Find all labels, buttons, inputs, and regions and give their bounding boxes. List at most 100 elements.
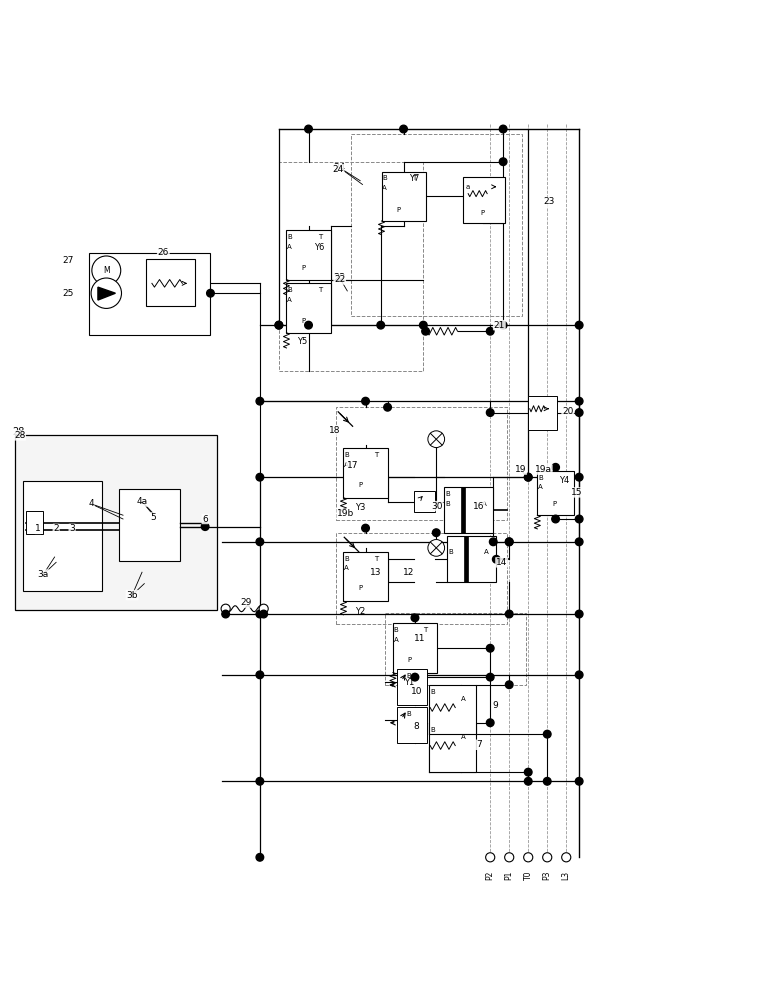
Text: 7: 7 — [476, 740, 481, 749]
Circle shape — [562, 853, 571, 862]
Circle shape — [499, 125, 507, 133]
Text: 18: 18 — [329, 426, 340, 435]
Circle shape — [400, 125, 407, 133]
Circle shape — [486, 719, 494, 727]
Circle shape — [362, 397, 369, 405]
Text: B: B — [344, 452, 349, 458]
Text: A: A — [460, 696, 465, 702]
Circle shape — [420, 321, 427, 329]
Circle shape — [575, 671, 583, 679]
Text: P: P — [552, 501, 556, 507]
Circle shape — [486, 327, 494, 335]
Text: 23: 23 — [543, 197, 555, 206]
Bar — [336, 407, 507, 520]
Text: B: B — [446, 491, 450, 497]
Circle shape — [492, 555, 500, 563]
Text: 29: 29 — [240, 598, 252, 607]
Text: 16: 16 — [473, 502, 485, 511]
Text: T: T — [319, 234, 323, 240]
Text: A: A — [287, 297, 292, 303]
Circle shape — [552, 515, 559, 523]
Text: 3a: 3a — [37, 570, 49, 579]
Text: 27: 27 — [63, 256, 74, 265]
Text: 15: 15 — [571, 488, 583, 497]
Circle shape — [575, 610, 583, 618]
Text: 22: 22 — [334, 275, 346, 284]
Text: A: A — [394, 637, 398, 643]
Text: T: T — [423, 627, 428, 633]
Bar — [447, 536, 496, 582]
Bar — [537, 471, 574, 515]
Text: a: a — [466, 184, 470, 190]
Text: L3: L3 — [562, 871, 571, 880]
Text: B: B — [382, 175, 387, 181]
Bar — [351, 134, 522, 316]
Circle shape — [362, 524, 369, 532]
Bar — [343, 552, 388, 601]
Text: 19: 19 — [515, 465, 526, 474]
Text: Y1: Y1 — [404, 678, 415, 687]
Text: 1: 1 — [35, 524, 40, 533]
Circle shape — [575, 515, 583, 523]
Bar — [286, 283, 330, 333]
Text: 8: 8 — [414, 722, 420, 731]
Text: P: P — [301, 318, 305, 324]
Text: A: A — [538, 484, 542, 490]
Text: T: T — [412, 175, 417, 181]
Circle shape — [259, 604, 269, 613]
Text: 3: 3 — [69, 524, 75, 533]
Bar — [23, 481, 102, 591]
Bar — [465, 536, 468, 582]
Bar — [15, 435, 217, 610]
Bar — [286, 230, 330, 280]
Circle shape — [428, 431, 445, 448]
Text: A: A — [484, 549, 489, 555]
Circle shape — [91, 278, 121, 308]
Bar — [119, 489, 180, 561]
Bar — [429, 723, 476, 772]
Text: 28: 28 — [12, 427, 24, 437]
Circle shape — [222, 610, 230, 618]
Bar — [444, 487, 493, 533]
Text: P: P — [358, 482, 362, 488]
Circle shape — [304, 321, 312, 329]
Circle shape — [428, 540, 445, 556]
Text: 17: 17 — [347, 461, 359, 470]
Text: B: B — [430, 689, 435, 695]
Bar — [146, 259, 195, 306]
Circle shape — [486, 673, 494, 681]
Circle shape — [92, 256, 121, 285]
Circle shape — [256, 777, 264, 785]
Circle shape — [275, 321, 282, 329]
Circle shape — [256, 854, 264, 861]
Circle shape — [260, 610, 268, 618]
Polygon shape — [98, 287, 115, 300]
Text: 19b: 19b — [337, 509, 354, 518]
Circle shape — [505, 681, 513, 689]
Circle shape — [422, 327, 430, 335]
Bar — [397, 707, 427, 743]
Text: Y6: Y6 — [314, 243, 324, 252]
Text: B: B — [344, 556, 349, 562]
Text: P3: P3 — [542, 871, 552, 880]
Text: B: B — [430, 727, 435, 733]
Circle shape — [489, 538, 497, 546]
Circle shape — [505, 610, 513, 618]
Text: P: P — [481, 210, 485, 216]
Text: 19a: 19a — [535, 465, 552, 474]
Text: 9: 9 — [493, 701, 498, 710]
Text: P1: P1 — [504, 871, 513, 880]
Circle shape — [575, 777, 583, 785]
Circle shape — [486, 409, 494, 416]
Text: B: B — [287, 234, 292, 240]
Text: T: T — [374, 556, 378, 562]
Text: B: B — [407, 711, 411, 717]
Bar — [385, 613, 526, 685]
Circle shape — [256, 473, 264, 481]
Text: P: P — [301, 265, 305, 271]
Circle shape — [575, 409, 583, 416]
Text: 4: 4 — [89, 499, 94, 508]
Circle shape — [207, 289, 214, 297]
Circle shape — [505, 538, 513, 546]
Text: 5: 5 — [150, 513, 156, 522]
